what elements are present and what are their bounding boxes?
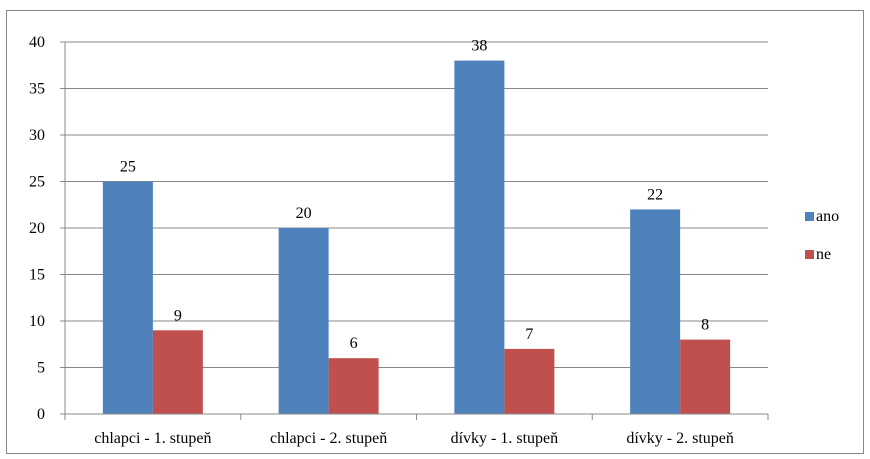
- y-tick-label: 5: [37, 360, 45, 377]
- data-label: 20: [296, 205, 312, 222]
- legend-swatch-ne: [805, 250, 814, 259]
- bar-ne: [504, 348, 555, 414]
- legend-swatch-ano: [805, 212, 814, 221]
- x-tick-label: chlapci - 1. stupeň: [94, 430, 211, 447]
- bar-ano: [454, 60, 505, 414]
- y-tick-label: 25: [29, 174, 45, 191]
- x-tick-label: chlapci - 2. stupeň: [270, 430, 387, 447]
- axes: [64, 42, 768, 415]
- y-tick-label: 35: [29, 81, 45, 98]
- bar-ne: [152, 330, 203, 414]
- bar-ne: [680, 339, 731, 414]
- bar-chart: 0 5 10 15 20 25 30 35 40 25 9 20 6 38 7 22 8 chlapci - …: [6, 10, 864, 454]
- data-label: 9: [174, 307, 182, 324]
- y-tick-label: 40: [29, 34, 45, 51]
- y-tick-label: 20: [29, 220, 45, 237]
- legend-label-ne: ne: [816, 246, 831, 263]
- x-axis-ticks: chlapci - 1. stupeň chlapci - 2. stupeň dí…: [64, 414, 769, 447]
- y-tick-label: 0: [37, 406, 45, 423]
- y-tick-label: 30: [29, 127, 45, 144]
- y-axis-ticks: 0 5 10 15 20 25 30 35 40: [29, 34, 65, 423]
- data-labels: 25 9 20 6 38 7 22 8: [120, 38, 709, 353]
- bars: [102, 60, 731, 414]
- legend-label-ano: ano: [816, 208, 839, 225]
- data-label: 22: [647, 186, 663, 203]
- bar-ano: [102, 181, 153, 414]
- data-label: 25: [120, 159, 136, 176]
- data-label: 6: [350, 335, 358, 352]
- legend: ano ne: [805, 208, 839, 263]
- data-label: 7: [525, 326, 533, 343]
- x-tick-label: dívky - 1. stupeň: [451, 430, 559, 447]
- data-label: 8: [701, 317, 709, 334]
- y-tick-label: 10: [29, 313, 45, 330]
- chart-area: 0 5 10 15 20 25 30 35 40 25 9 20 6 38 7 22 8 chlapci - …: [6, 10, 864, 454]
- bar-ano: [278, 228, 329, 414]
- y-tick-label: 15: [29, 267, 45, 284]
- x-tick-label: dívky - 2. stupeň: [626, 430, 734, 447]
- data-label: 38: [471, 38, 487, 55]
- bar-ne: [328, 358, 379, 414]
- bar-ano: [630, 209, 681, 414]
